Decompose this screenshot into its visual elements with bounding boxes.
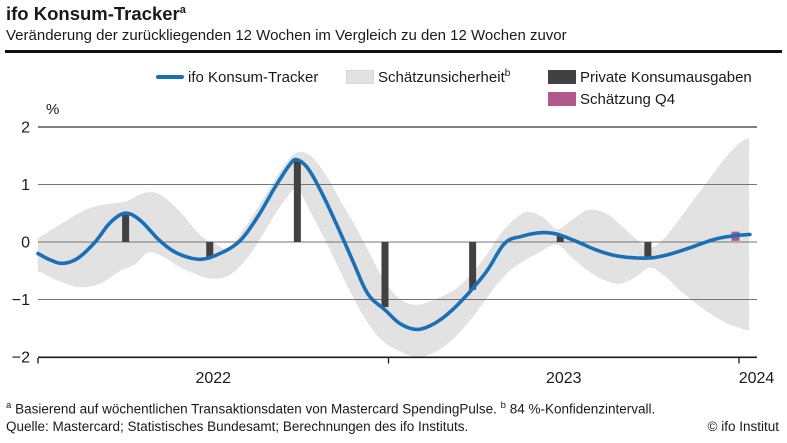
consumption-bar: [122, 213, 130, 242]
footnote-b-text: 84 %-Konfidenzintervall.: [509, 401, 656, 417]
y-axis-unit-label: %: [46, 101, 59, 118]
y-tick-label: −2: [12, 350, 30, 367]
y-tick-label: −1: [12, 292, 30, 309]
source-line: Quelle: Mastercard; Statistisches Bundes…: [6, 419, 469, 434]
consumption-bar: [381, 242, 389, 307]
y-tick-label: 1: [21, 177, 30, 194]
copyright: © ifo Institut: [707, 419, 779, 434]
y-tick-label: 2: [21, 120, 30, 137]
legend-item-line: ifo Konsum-Tracker: [156, 68, 319, 86]
consumption-bar: [556, 235, 564, 242]
footnote-sup-a: a: [6, 400, 12, 411]
x-tick-label: 2023: [546, 370, 582, 387]
uncertainty-band: [37, 137, 750, 358]
legend-band-label: Schätzunsicherheitb: [378, 68, 510, 86]
legend-estimate-swatch: [548, 92, 576, 106]
legend-item-estimate: Schätzung Q4: [548, 90, 676, 108]
consumption-bar: [644, 242, 652, 259]
legend-bars-swatch: [548, 70, 576, 84]
legend-estimate-label: Schätzung Q4: [580, 90, 676, 108]
consumption-bar: [293, 159, 301, 242]
x-tick-label: 2024: [739, 370, 775, 387]
title-superscript: a: [179, 3, 186, 16]
consumption-bar: [206, 242, 214, 259]
footnote-sup-b: b: [500, 400, 506, 411]
y-tick-label: 0: [21, 235, 30, 252]
legend-band-swatch: [346, 70, 374, 84]
legend-line-swatch: [156, 74, 184, 80]
chart-subtitle: Veränderung der zurückliegenden 12 Woche…: [6, 27, 567, 44]
legend-line-label: ifo Konsum-Tracker: [188, 68, 319, 86]
legend-band-text: Schätzunsicherheit: [378, 69, 505, 86]
legend-item-band: Schätzunsicherheitb: [346, 68, 510, 86]
legend-bars-label: Private Konsumausgaben: [580, 68, 752, 86]
footnote-line: a Basierend auf wöchentlichen Transaktio…: [6, 400, 655, 417]
title-text: ifo Konsum-Tracker: [6, 3, 180, 24]
page-title: ifo Konsum-Trackera: [6, 3, 186, 25]
legend-item-bars: Private Konsumausgaben: [548, 68, 752, 86]
legend-band-superscript: b: [504, 68, 511, 79]
footnote-a-text: Basierend auf wöchentlichen Transaktions…: [15, 401, 497, 417]
tracker-line: [36, 157, 752, 332]
header-divider: [5, 50, 782, 53]
x-tick-label: 2022: [195, 370, 231, 387]
consumption-bar: [469, 242, 477, 290]
